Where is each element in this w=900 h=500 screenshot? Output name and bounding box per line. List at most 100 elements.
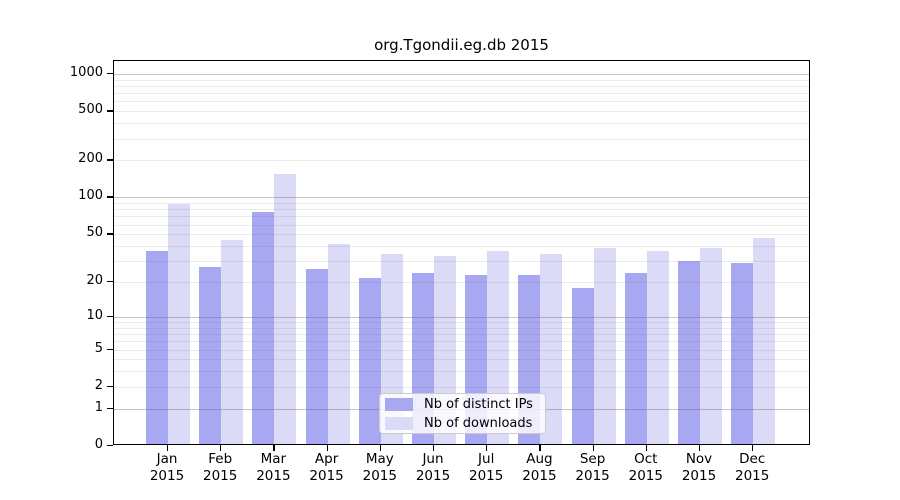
minor-gridline — [114, 79, 809, 81]
bar-dec-downloads — [753, 237, 776, 444]
bar-nov-distinct-ips — [678, 260, 700, 444]
minor-gridline — [114, 138, 809, 140]
legend-item-distinct-ips: Nb of distinct IPs — [385, 397, 539, 412]
bar-oct-distinct-ips — [624, 272, 647, 444]
x-tick-label-sep: Sep 2015 — [575, 451, 610, 484]
y-tick-label-5: 5 — [94, 340, 103, 356]
x-tick-label-oct: Oct 2015 — [628, 451, 663, 484]
x-tick-label-dec: Dec 2015 — [735, 451, 770, 484]
minor-gridline — [114, 123, 809, 125]
x-tick-label-jul: Jul 2015 — [469, 451, 504, 484]
x-tick-label-feb: Feb 2015 — [203, 451, 238, 484]
minor-gridline — [114, 224, 809, 226]
bar-mar-downloads — [274, 173, 297, 444]
x-tick — [167, 445, 169, 451]
x-tick — [539, 445, 541, 451]
bar-jan-distinct-ips — [146, 251, 168, 444]
x-tick — [273, 445, 275, 451]
y-tick-label-200: 200 — [78, 151, 103, 167]
x-tick-label-apr: Apr 2015 — [309, 451, 344, 484]
y-tick-label-500: 500 — [78, 102, 103, 118]
minor-gridline — [114, 160, 809, 162]
minor-gridline — [114, 322, 809, 323]
x-tick — [486, 445, 488, 451]
x-tick — [379, 445, 382, 451]
bar-mar-distinct-ips — [252, 212, 275, 444]
minor-gridline — [114, 341, 809, 343]
bar-nov-downloads — [700, 248, 722, 444]
y-tick — [107, 196, 113, 198]
y-tick-label-10: 10 — [86, 307, 103, 323]
grid-layer — [114, 61, 809, 444]
y-tick-label-50: 50 — [86, 225, 103, 241]
major-gridline — [114, 197, 809, 199]
y-tick — [107, 72, 113, 75]
y-tick — [107, 385, 113, 388]
minor-gridline — [114, 93, 809, 95]
bar-dec-distinct-ips — [731, 262, 754, 444]
minor-gridline — [114, 246, 809, 247]
x-tick — [752, 445, 754, 451]
bar-sep-downloads — [593, 248, 616, 444]
minor-gridline — [114, 386, 809, 388]
chart-title: org.Tgondii.eg.db 2015 — [374, 36, 549, 54]
minor-gridline — [114, 101, 809, 103]
legend: Nb of distinct IPs Nb of downloads — [379, 393, 546, 434]
y-tick — [107, 233, 113, 235]
major-gridline — [114, 316, 809, 318]
minor-gridline — [114, 216, 809, 218]
bar-sep-distinct-ips — [571, 288, 594, 444]
x-tick — [699, 445, 701, 451]
minor-gridline — [114, 203, 809, 205]
legend-swatch-distinct-ips — [385, 397, 413, 411]
bar-may-distinct-ips — [358, 277, 381, 444]
minor-gridline — [114, 209, 809, 211]
minor-gridline — [114, 327, 809, 329]
legend-item-downloads: Nb of downloads — [385, 416, 539, 431]
y-tick — [107, 445, 113, 447]
legend-swatch-downloads — [385, 416, 413, 430]
y-tick — [107, 159, 113, 161]
major-gridline — [114, 73, 809, 75]
bar-feb-distinct-ips — [199, 266, 222, 444]
minor-gridline — [114, 282, 809, 284]
bar-apr-downloads — [327, 244, 350, 444]
y-tick-label-100: 100 — [78, 188, 103, 204]
minor-gridline — [114, 111, 809, 113]
minor-gridline — [114, 371, 809, 373]
y-tick-label-1: 1 — [94, 399, 103, 415]
x-tick-label-may: May 2015 — [362, 451, 397, 484]
bar-oct-downloads — [646, 251, 669, 444]
y-tick — [107, 407, 113, 409]
plot-area — [113, 60, 810, 445]
x-tick-label-mar: Mar 2015 — [256, 451, 291, 484]
y-tick-label-20: 20 — [86, 273, 103, 289]
legend-label-downloads: Nb of downloads — [424, 415, 533, 431]
minor-gridline — [114, 85, 809, 87]
x-tick — [326, 445, 328, 451]
y-tick-label-2: 2 — [94, 377, 103, 393]
minor-gridline — [114, 349, 809, 351]
x-tick-label-jan: Jan 2015 — [149, 451, 185, 484]
bar-apr-distinct-ips — [305, 268, 328, 444]
y-tick — [107, 348, 113, 350]
bar-feb-downloads — [221, 240, 244, 444]
y-tick — [107, 315, 113, 318]
x-tick — [592, 445, 594, 451]
minor-gridline — [114, 234, 809, 236]
y-tick — [107, 281, 113, 283]
x-tick-label-aug: Aug 2015 — [522, 451, 557, 484]
x-tick-label-jun: Jun 2015 — [415, 451, 451, 484]
y-tick — [107, 110, 113, 112]
y-tick-label-0: 0 — [94, 437, 103, 452]
x-tick-label-nov: Nov 2015 — [681, 451, 717, 484]
legend-label-distinct-ips: Nb of distinct IPs — [424, 396, 533, 412]
minor-gridline — [114, 359, 809, 361]
minor-gridline — [114, 261, 809, 263]
x-tick — [433, 445, 435, 451]
minor-gridline — [114, 334, 809, 336]
y-tick-label-1000: 1000 — [69, 64, 103, 80]
x-tick — [220, 445, 222, 451]
x-tick — [645, 445, 648, 451]
